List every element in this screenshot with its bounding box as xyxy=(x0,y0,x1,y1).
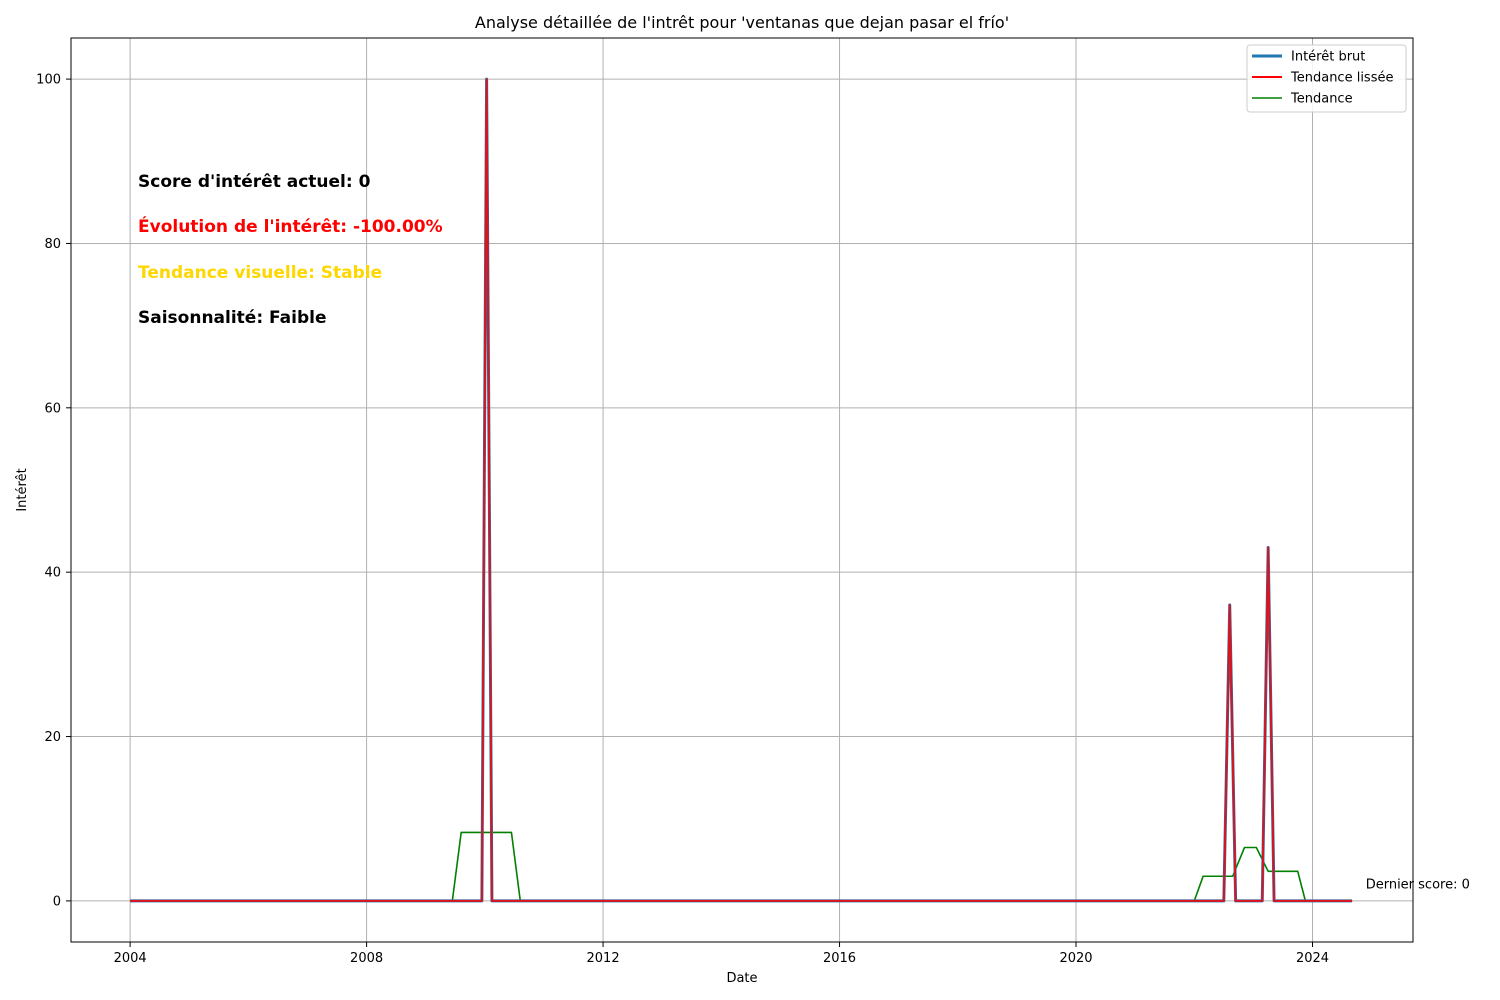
legend-label: Intérêt brut xyxy=(1291,50,1365,65)
y-tick-label: 60 xyxy=(44,401,61,416)
x-tick-label: 2024 xyxy=(1296,951,1329,966)
info-line: Évolution de l'intérêt: -100.00% xyxy=(138,215,443,237)
annotations: Dernier score: 0 xyxy=(1366,877,1470,892)
y-tick-label: 0 xyxy=(53,894,61,909)
x-tick-label: 2016 xyxy=(823,951,856,966)
x-tick-label: 2008 xyxy=(350,951,383,966)
legend-label: Tendance lissée xyxy=(1290,71,1393,86)
y-tick-label: 100 xyxy=(36,73,61,88)
y-tick-label: 80 xyxy=(44,237,61,252)
legend-box xyxy=(1246,44,1407,113)
info-line: Saisonnalité: Faible xyxy=(138,308,327,328)
info-panel: Score d'intérêt actuel: 0 Évolution de l'… xyxy=(138,172,443,328)
series-layer xyxy=(130,77,1353,903)
x-tick-label: 2004 xyxy=(114,951,147,966)
y-tick-label: 40 xyxy=(44,566,61,581)
axis-ticks: 2004 2008 2012 2016 2020 2024 0 20 40 60 80 100 xyxy=(36,73,1329,966)
y-axis-label: Intérêt xyxy=(15,468,30,511)
legend: Intérêt brut Tendance lissée Tendance xyxy=(1246,44,1407,113)
plot-frame xyxy=(70,37,1414,943)
legend-label: Tendance xyxy=(1290,92,1353,107)
x-tick-label: 2012 xyxy=(587,951,620,966)
series-line-tendance xyxy=(159,831,1325,902)
series-line-tendance-lissee xyxy=(130,78,1353,902)
x-tick-label: 2020 xyxy=(1059,951,1092,966)
last-score-annotation: Dernier score: 0 xyxy=(1366,877,1470,892)
x-axis-label: Date xyxy=(726,971,757,986)
chart-title: Analyse détaillée de l'intrêt pour 'vent… xyxy=(475,13,1009,32)
y-tick-label: 20 xyxy=(44,730,61,745)
info-line: Tendance visuelle: Stable xyxy=(138,263,382,283)
info-line: Score d'intérêt actuel: 0 xyxy=(138,172,371,192)
series-line-interet-brut xyxy=(130,77,1353,903)
